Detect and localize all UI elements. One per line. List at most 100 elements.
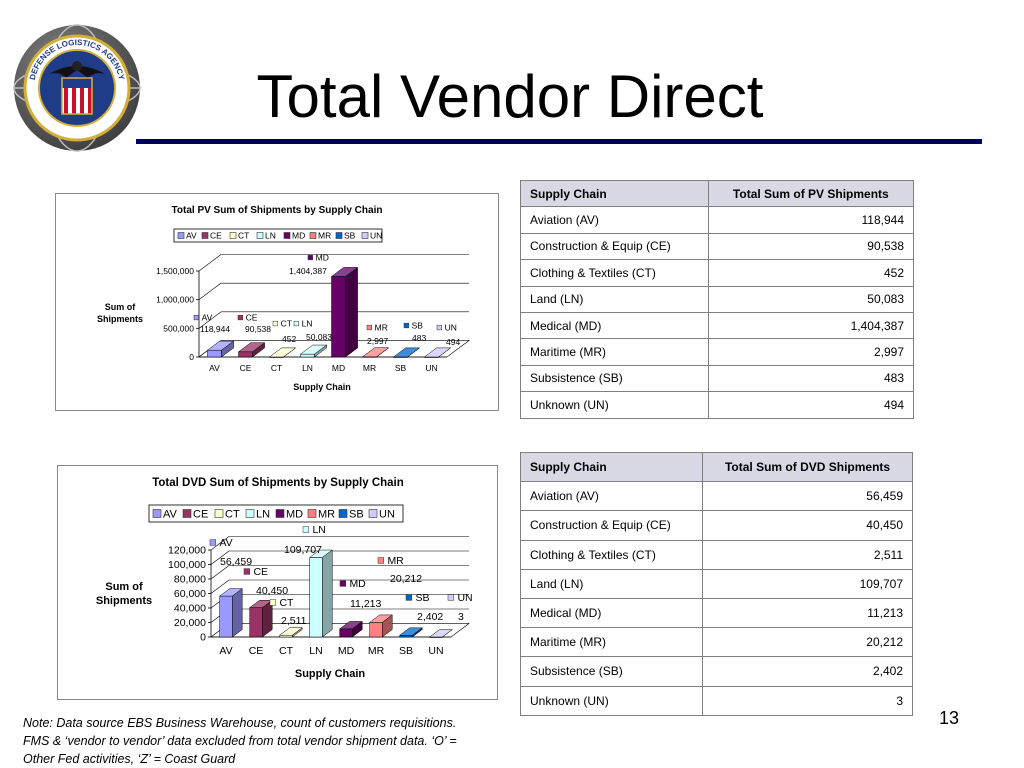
table-cell: Subsistence (SB) (519, 656, 704, 687)
legend-label-un: UN (379, 508, 395, 520)
data-label-key-ce: CE (253, 566, 268, 578)
bar-front (219, 595, 233, 638)
data-label-value-sb: 483 (412, 333, 426, 343)
y-axis-title-line1: Sum of (105, 581, 143, 593)
bar-top (237, 342, 266, 353)
table-cell: Medical (MD) (519, 597, 704, 629)
bar-front (300, 353, 315, 358)
legend-label-ln: LN (256, 508, 270, 520)
y-tick-label: 20,000 (174, 617, 206, 629)
data-label-value-ct: 2,511 (281, 615, 307, 627)
bar-ce (248, 599, 273, 638)
legend-label-ct: CT (225, 508, 240, 520)
bar-top (218, 588, 243, 597)
data-label-key-ln: LN (312, 524, 325, 536)
table-cell: Construction & Equip (CE) (520, 232, 709, 261)
footnote: Note: Data source EBS Business Warehouse… (23, 716, 457, 766)
bar-top (308, 549, 333, 558)
data-label-value-ce: 90,538 (245, 324, 271, 334)
y-axis-title-line2: Shipments (96, 595, 152, 607)
table-row: Aviation (AV) 118,944 (520, 206, 915, 234)
bar-front (309, 557, 323, 638)
table-row: Unknown (UN) 3 (519, 685, 913, 716)
table-header: Supply Chain (519, 451, 704, 483)
bar-un (423, 347, 452, 358)
table-row: Clothing & Textiles (CT) 452 (520, 259, 915, 287)
data-label-value-un: 3 (458, 611, 464, 623)
legend-label-mr: MR (318, 231, 331, 241)
bar-top (361, 347, 390, 358)
data-label-swatch-sb (403, 322, 409, 329)
bar-front (249, 607, 263, 638)
legend-swatch-mr (309, 232, 317, 239)
table-cell: 118,944 (707, 206, 915, 234)
x-tick-label-sb: SB (399, 645, 413, 657)
bar-sb (398, 627, 423, 638)
data-label-key-mr: MR (387, 555, 404, 567)
x-tick-label-ce: CE (249, 645, 264, 657)
x-tick-label-mr: MR (368, 645, 385, 657)
data-label-key-sb: SB (412, 320, 424, 330)
x-tick-label-ct: CT (271, 363, 282, 373)
chart-title: Total DVD Sum of Shipments by Supply Cha… (152, 477, 404, 489)
table-cell: Medical (MD) (520, 311, 709, 340)
bar-front (399, 635, 413, 638)
x-tick-label-sb: SB (395, 363, 407, 373)
data-label-value-md: 1,404,387 (289, 266, 327, 276)
pv-chart-svg: Total PV Sum of Shipments by Supply Chai… (97, 205, 470, 392)
bar-top (299, 344, 328, 355)
table-row: Construction & Equip (CE) 40,450 (519, 510, 913, 541)
legend-swatch-un (368, 509, 378, 518)
bar-un (428, 629, 453, 638)
bar-mr (361, 347, 390, 358)
table-row: Subsistence (SB) 483 (520, 364, 915, 393)
legend-label-ln: LN (265, 231, 276, 241)
bar-sb (392, 347, 421, 358)
x-tick-label-ct: CT (279, 645, 294, 657)
table-cell: Maritime (MR) (520, 338, 709, 366)
legend-label-ct: CT (238, 231, 249, 241)
data-label-swatch-mr (366, 324, 372, 331)
data-label-value-sb: 2,402 (417, 611, 443, 623)
bar-ct (268, 347, 297, 358)
gridline-side (198, 311, 222, 329)
table-cell: 50,083 (707, 285, 915, 313)
table-cell: Aviation (AV) (519, 481, 704, 512)
gridline-side (210, 565, 230, 580)
table-cell: Unknown (UN) (520, 391, 709, 419)
data-label-value-ce: 40,450 (256, 585, 288, 597)
y-tick-label: 1,500,000 (156, 266, 194, 276)
table-header-row: Supply Chain Total Sum of DVD Shipments (519, 451, 913, 483)
pv-table: Supply Chain Total Sum of PV Shipments A… (520, 179, 915, 419)
table-row: Land (LN) 109,707 (519, 568, 913, 599)
data-label-key-md: MD (316, 252, 329, 262)
table-cell: Unknown (UN) (519, 685, 704, 716)
legend-swatch-md (283, 232, 291, 239)
bar-front (238, 351, 253, 358)
bar-side (322, 549, 333, 638)
table-cell: Subsistence (SB) (520, 364, 709, 393)
table-cell: Construction & Equip (CE) (519, 510, 704, 541)
table-cell: 90,538 (707, 232, 915, 261)
data-label-swatch-ce (237, 314, 243, 321)
table-cell: 452 (707, 259, 915, 287)
x-tick-label-av: AV (209, 363, 220, 373)
y-tick-label: 1,000,000 (156, 295, 194, 305)
y-axis-title-line2: Shipments (97, 314, 143, 324)
y-tick-label: 40,000 (174, 603, 206, 615)
data-label-swatch-ce (243, 568, 251, 575)
data-label-swatch-ct (272, 320, 278, 327)
bar-top (428, 629, 453, 638)
table-cell: Maritime (MR) (519, 627, 704, 658)
bar-side (345, 266, 358, 358)
data-label-swatch-ct (269, 599, 277, 606)
pv-chart: Total PV Sum of Shipments by Supply Chai… (55, 193, 499, 411)
legend-swatch-ct (229, 232, 237, 239)
chart-title: Total PV Sum of Shipments by Supply Chai… (172, 205, 383, 216)
bar-front (279, 634, 293, 638)
data-label-swatch-un (436, 324, 442, 331)
dvd-chart: Total DVD Sum of Shipments by Supply Cha… (57, 465, 498, 700)
legend-swatch-md (275, 509, 285, 518)
x-tick-label-mr: MR (363, 363, 376, 373)
y-tick-label: 0 (200, 632, 206, 644)
